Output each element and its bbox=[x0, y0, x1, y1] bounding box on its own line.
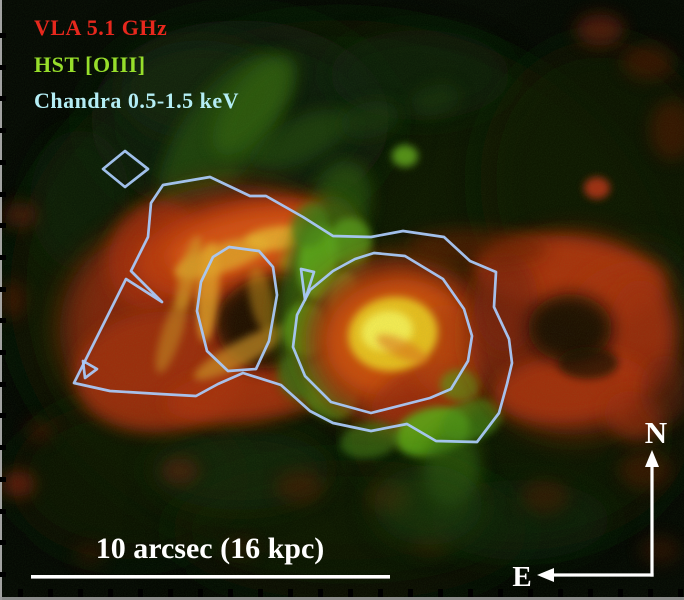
xray-contour-inner-right-ring bbox=[291, 251, 474, 415]
bottom-axis-strip bbox=[0, 597, 684, 600]
axis-tick bbox=[438, 589, 443, 597]
scalebar-line bbox=[31, 575, 390, 579]
xray-contour-diamond bbox=[101, 149, 150, 189]
axis-tick bbox=[0, 382, 6, 387]
axis-tick bbox=[0, 65, 6, 70]
axis-tick bbox=[108, 589, 113, 597]
axis-tick bbox=[0, 255, 6, 260]
legend-label-hst: HST [OIII] bbox=[34, 52, 146, 77]
left-axis-strip bbox=[0, 0, 2, 600]
axis-tick bbox=[0, 287, 6, 292]
axis-tick bbox=[468, 589, 473, 597]
axis-tick bbox=[0, 540, 6, 545]
axis-tick bbox=[258, 589, 263, 597]
compass-arrows bbox=[537, 450, 659, 582]
axis-tick bbox=[0, 318, 6, 323]
axis-tick bbox=[18, 589, 23, 597]
axis-tick bbox=[0, 477, 6, 482]
annotation-graphics bbox=[31, 450, 659, 582]
axis-tick bbox=[0, 223, 6, 228]
axis-tick bbox=[0, 96, 6, 101]
axis-tick bbox=[198, 589, 203, 597]
axis-tick bbox=[378, 589, 383, 597]
legend-label-vla: VLA 5.1 GHz bbox=[34, 15, 168, 40]
axis-tick bbox=[318, 589, 323, 597]
axis-tick bbox=[558, 589, 563, 597]
axis-tick bbox=[0, 413, 6, 418]
axis-tick bbox=[618, 589, 623, 597]
axis-tick bbox=[0, 445, 6, 450]
axis-tick bbox=[678, 589, 683, 597]
compass-east-label: E bbox=[512, 561, 532, 593]
compass-east-arrowhead-icon bbox=[537, 568, 554, 582]
axis-tick bbox=[0, 160, 6, 165]
axis-tick bbox=[0, 33, 6, 38]
compass-north-label: N bbox=[644, 415, 668, 450]
axis-tick bbox=[78, 589, 83, 597]
xray-contour-wedge bbox=[299, 267, 316, 302]
axis-tick bbox=[168, 589, 173, 597]
axis-tick bbox=[0, 128, 6, 133]
axis-tick bbox=[228, 589, 233, 597]
axis-tick bbox=[138, 589, 143, 597]
axis-tick bbox=[0, 192, 6, 197]
compass-north-arrowhead-icon bbox=[645, 450, 659, 467]
xray-contours-layer bbox=[72, 149, 514, 444]
axis-tick bbox=[528, 589, 533, 597]
xray-contour-small-triangle bbox=[81, 359, 99, 380]
axis-tick bbox=[498, 589, 503, 597]
axis-tick bbox=[0, 509, 6, 514]
axis-tick bbox=[648, 589, 653, 597]
legend-label-chandra: Chandra 0.5-1.5 keV bbox=[34, 88, 240, 113]
xray-contour-outer-envelope bbox=[72, 175, 514, 444]
xray-contour-inner-left-ring bbox=[195, 245, 279, 373]
scalebar-label: 10 arcsec (16 kpc) bbox=[95, 532, 325, 565]
axis-tick bbox=[408, 589, 413, 597]
axis-tick bbox=[0, 572, 6, 577]
axis-tick bbox=[288, 589, 293, 597]
axis-tick bbox=[48, 589, 53, 597]
axis-tick bbox=[588, 589, 593, 597]
axis-tick bbox=[348, 589, 353, 597]
axis-tick bbox=[0, 350, 6, 355]
